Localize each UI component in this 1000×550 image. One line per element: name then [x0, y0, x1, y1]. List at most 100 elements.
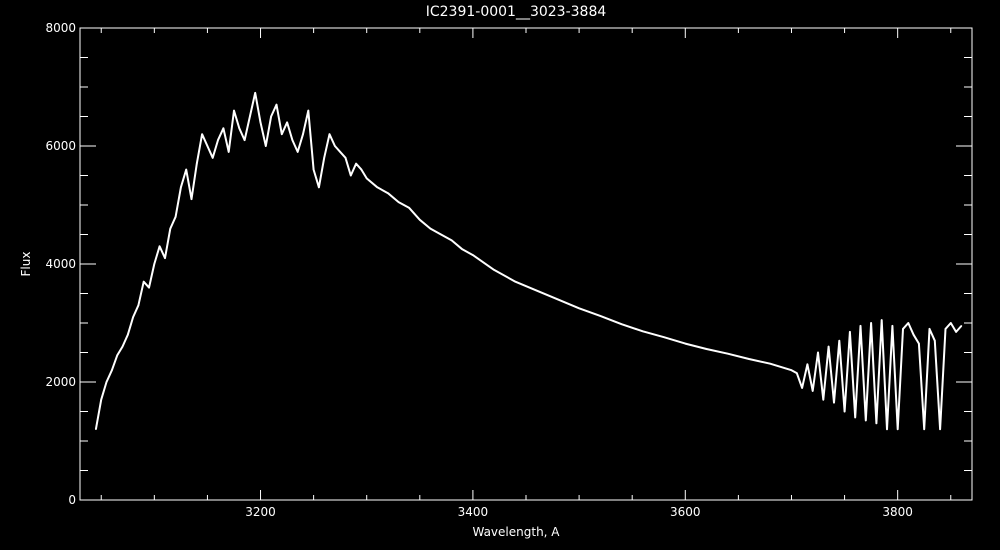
spectrum-point — [827, 345, 830, 348]
spectrum-point — [137, 304, 140, 307]
spectrum-point — [514, 280, 517, 283]
spectrum-point — [169, 227, 172, 230]
spectrum-point — [705, 348, 708, 350]
spectrum-point — [684, 342, 687, 345]
spectrum-point — [928, 328, 931, 330]
spectrum-point — [843, 410, 846, 413]
spectrum-point — [727, 352, 729, 355]
spectrum-point — [907, 322, 910, 324]
spectrum-point — [838, 339, 841, 342]
spectrum-series-line-0 — [94, 91, 963, 431]
spectrum-point — [334, 145, 336, 147]
spectrum-point — [211, 157, 214, 159]
spectrum-point — [365, 177, 368, 180]
spectrum-point — [801, 387, 803, 389]
spectrum-point — [429, 227, 432, 230]
spectrum-point — [158, 245, 161, 248]
x-axis-label: Wavelength, A — [472, 525, 560, 539]
spectrum-point — [259, 121, 262, 124]
spectrum-point — [419, 219, 421, 221]
spectrum-point — [190, 198, 193, 200]
spectrum-point — [923, 428, 925, 431]
spectrum-point — [854, 416, 856, 419]
spectrum-point — [886, 428, 888, 431]
spectrum-point — [206, 145, 209, 147]
spectrum-point — [164, 257, 166, 259]
spectrum-point — [222, 127, 225, 130]
spectrum-point — [875, 422, 878, 425]
spectrum-point — [950, 322, 952, 324]
spectrum-point — [599, 315, 602, 317]
spectrum-point — [748, 358, 750, 360]
spectrum-point — [944, 328, 947, 330]
spectrum-point — [557, 298, 559, 301]
spectrum-point — [355, 162, 357, 165]
spectrum-point — [286, 121, 288, 124]
spectrum-point — [185, 168, 187, 171]
spectrum-point — [387, 192, 389, 194]
spectrum-point — [95, 428, 97, 431]
spectrum-point — [344, 157, 347, 159]
spectrum-point — [174, 216, 177, 218]
spectrum-point — [912, 334, 915, 336]
spectrum-point — [663, 336, 665, 339]
spectrum-point — [111, 369, 113, 372]
y-tick-label-2000: 2000 — [45, 375, 76, 389]
spectrum-point — [440, 233, 442, 236]
spectrum-point — [620, 323, 623, 326]
x-tick-label-3400: 3400 — [458, 505, 489, 519]
spectrum-point — [833, 401, 835, 404]
spectrum-point — [328, 133, 331, 135]
spectrum-point — [265, 145, 267, 147]
spectrum-point — [196, 162, 198, 165]
spectrum-point — [769, 362, 771, 365]
x-tick-label-3600: 3600 — [670, 505, 701, 519]
y-axis-label: Flux — [19, 252, 33, 277]
spectrum-point — [865, 419, 867, 422]
spectrum-point — [902, 328, 904, 330]
spectrum-point — [217, 139, 219, 141]
spectrum-point — [960, 325, 963, 327]
spectrum-point — [302, 133, 304, 135]
spectrum-point — [238, 127, 241, 130]
spectrum-point — [472, 254, 474, 256]
spectrum-point — [127, 334, 129, 336]
spectrum-point — [376, 186, 379, 189]
spectrum-point — [275, 103, 278, 106]
spectrum-point — [312, 168, 315, 171]
spectrum-point — [254, 92, 256, 94]
spectrum-point — [535, 289, 538, 292]
spectrum-point — [896, 428, 899, 431]
spectrum-point — [350, 174, 352, 177]
x-tick-label-3800: 3800 — [882, 505, 913, 519]
spectrum-point — [270, 115, 272, 118]
spectrum-point — [790, 369, 793, 372]
y-tick-label-0: 0 — [68, 493, 76, 507]
spectrum-point — [796, 372, 798, 374]
spectrum-point — [955, 331, 957, 333]
spectrum-point — [233, 109, 235, 112]
y-tick-label-4000: 4000 — [45, 257, 76, 271]
spectrum-point — [318, 186, 320, 189]
plot-frame — [79, 27, 973, 501]
y-tick-label-6000: 6000 — [45, 139, 76, 153]
spectrum-point — [100, 398, 102, 401]
chart-title: IC2391-0001__3023-3884 — [426, 4, 607, 20]
spectrum-point — [859, 325, 862, 327]
spectrum-point — [578, 307, 580, 310]
spectrum-point — [360, 168, 363, 171]
spectrum-point — [180, 186, 182, 189]
spectrum-point — [397, 201, 400, 203]
spectrum-point — [806, 363, 809, 366]
spectrum-point — [880, 319, 883, 321]
spectrum-point — [291, 139, 294, 141]
spectrum-point — [105, 381, 108, 383]
spectrum-point — [822, 398, 825, 401]
spectrum-point — [642, 330, 644, 333]
spectrum-point — [142, 280, 145, 283]
spectrum-point — [461, 248, 464, 251]
spectrum-point — [891, 325, 894, 327]
x-axis: 3200 3400 3600 3800 — [100, 28, 952, 519]
